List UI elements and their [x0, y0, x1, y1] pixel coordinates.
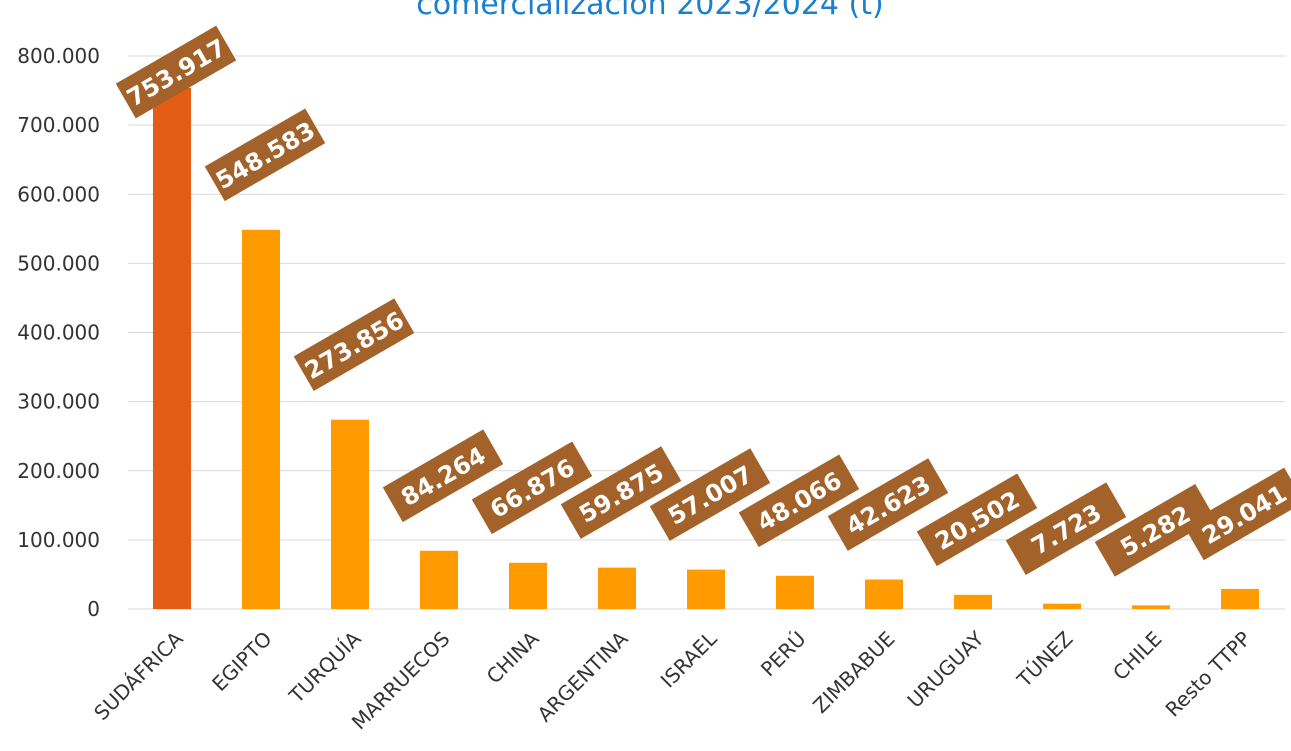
data-label-box [1094, 484, 1216, 577]
bar [954, 594, 992, 609]
x-tick-label: CHILE [1108, 627, 1166, 685]
data-label-box [649, 448, 771, 541]
bar [598, 567, 636, 609]
y-tick-label: 400.000 [17, 321, 100, 345]
bar [1132, 605, 1170, 609]
data-label-box [916, 473, 1038, 567]
data-label-box [827, 458, 949, 551]
x-tick-label: SUDÁFRICA [89, 626, 188, 725]
data-label-box [382, 429, 504, 523]
bar [1221, 588, 1259, 609]
x-tick-label: URUGUAY [903, 626, 990, 713]
x-tick-label: TURQUÍA [284, 626, 366, 708]
data-label-box [293, 298, 415, 392]
chart-title: comercialización 2023/2024 (t) [416, 0, 883, 22]
x-tick-label: CHINA [482, 626, 544, 688]
x-tick-label: TÚNEZ [1012, 627, 1078, 693]
bar [242, 229, 280, 610]
bar [153, 87, 191, 610]
y-tick-label: 0 [87, 597, 100, 621]
y-tick-label: 300.000 [17, 390, 100, 414]
y-tick-label: 600.000 [17, 182, 100, 206]
data-label: 7.723 [1005, 482, 1127, 575]
x-tick-label: EGIPTO [207, 627, 276, 696]
y-tick-label: 500.000 [17, 251, 100, 275]
data-label-box [1183, 467, 1291, 561]
y-tick-label: 200.000 [17, 459, 100, 483]
x-tick-label: Resto TTPP [1161, 627, 1256, 722]
bar [1043, 603, 1081, 609]
y-tick-label: 700.000 [17, 113, 100, 137]
x-tick-label: ZIMBABUE [808, 627, 899, 718]
bar [865, 579, 903, 609]
data-label-box [1005, 482, 1127, 575]
y-tick-label: 100.000 [17, 528, 100, 552]
x-tick-label: PERÚ [756, 627, 811, 682]
data-label: 273.856 [293, 298, 415, 392]
bar [331, 419, 369, 609]
x-tick-label: ARGENTINA [533, 626, 633, 726]
bar [776, 575, 814, 609]
bar [687, 569, 725, 609]
data-label-box [738, 454, 860, 548]
data-label-box [115, 25, 237, 119]
y-tick-label: 800.000 [17, 44, 100, 68]
x-tick-label: ISRAEL [656, 626, 722, 692]
bar [509, 562, 547, 609]
data-label-box [471, 441, 593, 535]
data-label-box [560, 446, 682, 539]
bar [420, 550, 458, 609]
data-label: 548.583 [204, 108, 326, 202]
data-label-box [204, 108, 326, 202]
